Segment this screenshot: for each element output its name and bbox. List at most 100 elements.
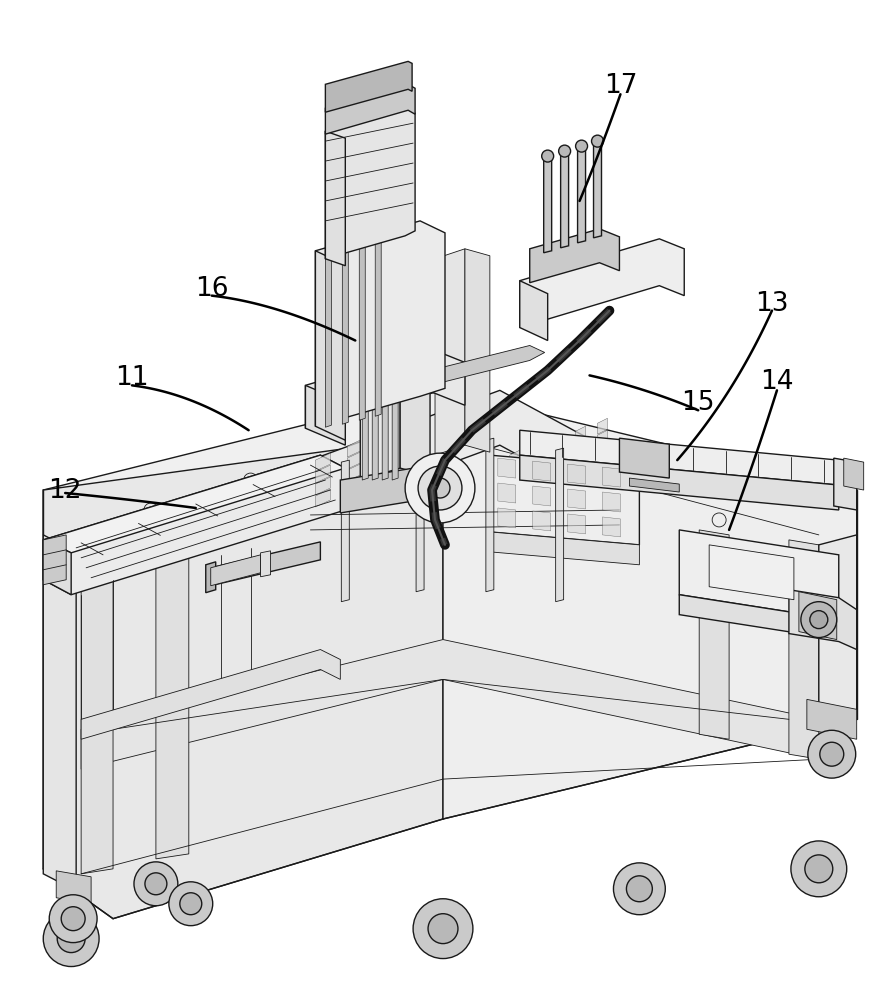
Circle shape — [180, 893, 201, 915]
Polygon shape — [575, 426, 585, 442]
Polygon shape — [553, 434, 563, 450]
Text: 12: 12 — [49, 478, 82, 504]
Polygon shape — [833, 458, 856, 510]
Polygon shape — [347, 451, 361, 469]
Polygon shape — [400, 241, 430, 476]
Circle shape — [558, 145, 570, 157]
Polygon shape — [325, 131, 345, 266]
Text: 11: 11 — [115, 365, 149, 391]
Polygon shape — [575, 438, 585, 454]
Polygon shape — [442, 397, 457, 415]
Polygon shape — [81, 640, 818, 769]
Polygon shape — [509, 474, 519, 490]
Polygon shape — [81, 650, 340, 739]
Polygon shape — [434, 249, 464, 455]
Polygon shape — [81, 530, 113, 874]
Polygon shape — [575, 462, 585, 478]
Polygon shape — [531, 466, 541, 482]
Polygon shape — [211, 542, 320, 586]
Polygon shape — [442, 433, 457, 451]
Polygon shape — [382, 251, 388, 480]
Polygon shape — [698, 530, 728, 739]
Polygon shape — [519, 239, 683, 328]
Polygon shape — [442, 435, 856, 819]
Polygon shape — [315, 489, 330, 507]
Polygon shape — [497, 483, 515, 503]
Polygon shape — [519, 455, 838, 510]
Polygon shape — [567, 464, 585, 484]
Polygon shape — [509, 486, 519, 502]
Polygon shape — [593, 139, 601, 238]
Polygon shape — [519, 281, 547, 341]
Polygon shape — [553, 446, 563, 462]
Polygon shape — [56, 871, 91, 904]
Polygon shape — [575, 450, 585, 466]
Polygon shape — [442, 421, 457, 439]
Text: 17: 17 — [603, 73, 636, 99]
Polygon shape — [315, 477, 330, 495]
Polygon shape — [788, 590, 856, 650]
Polygon shape — [509, 462, 519, 478]
Text: 13: 13 — [754, 291, 788, 317]
Polygon shape — [325, 61, 412, 112]
Circle shape — [43, 911, 99, 967]
Polygon shape — [509, 450, 519, 466]
Polygon shape — [531, 442, 541, 458]
Polygon shape — [325, 108, 415, 259]
Polygon shape — [464, 249, 489, 452]
Polygon shape — [818, 535, 856, 729]
Circle shape — [134, 862, 177, 906]
Polygon shape — [531, 478, 541, 494]
Polygon shape — [806, 699, 856, 739]
Circle shape — [144, 873, 167, 895]
Polygon shape — [679, 595, 838, 640]
Text: 16: 16 — [195, 276, 229, 302]
Circle shape — [405, 453, 474, 523]
Polygon shape — [361, 251, 368, 480]
Polygon shape — [305, 348, 464, 428]
Polygon shape — [260, 551, 270, 577]
Polygon shape — [602, 467, 619, 487]
Polygon shape — [519, 430, 838, 485]
Polygon shape — [410, 411, 425, 429]
Polygon shape — [43, 455, 345, 553]
Polygon shape — [430, 345, 544, 385]
Polygon shape — [43, 435, 442, 919]
Polygon shape — [597, 430, 607, 446]
Polygon shape — [410, 423, 425, 441]
Polygon shape — [531, 454, 541, 470]
Polygon shape — [375, 205, 381, 416]
Polygon shape — [347, 475, 361, 493]
Polygon shape — [679, 530, 838, 620]
Polygon shape — [379, 461, 393, 479]
Circle shape — [819, 742, 843, 766]
Polygon shape — [489, 532, 639, 565]
Polygon shape — [442, 409, 457, 427]
Circle shape — [800, 602, 835, 638]
Polygon shape — [416, 446, 424, 592]
Polygon shape — [567, 489, 585, 509]
Polygon shape — [843, 458, 863, 490]
Polygon shape — [410, 435, 425, 453]
Polygon shape — [577, 144, 585, 243]
Circle shape — [626, 876, 651, 902]
Circle shape — [428, 914, 457, 944]
Polygon shape — [410, 447, 425, 465]
Polygon shape — [347, 439, 361, 457]
Polygon shape — [43, 390, 856, 535]
Polygon shape — [486, 438, 494, 592]
Circle shape — [575, 140, 587, 152]
Polygon shape — [618, 438, 669, 478]
Polygon shape — [560, 149, 568, 248]
Polygon shape — [206, 562, 215, 593]
Circle shape — [807, 730, 855, 778]
Circle shape — [168, 882, 213, 926]
Circle shape — [809, 611, 827, 629]
Polygon shape — [360, 241, 400, 480]
Polygon shape — [325, 219, 331, 427]
Polygon shape — [709, 545, 793, 600]
Polygon shape — [597, 442, 607, 458]
Circle shape — [613, 863, 664, 915]
Polygon shape — [597, 454, 607, 470]
Text: 14: 14 — [759, 369, 793, 395]
